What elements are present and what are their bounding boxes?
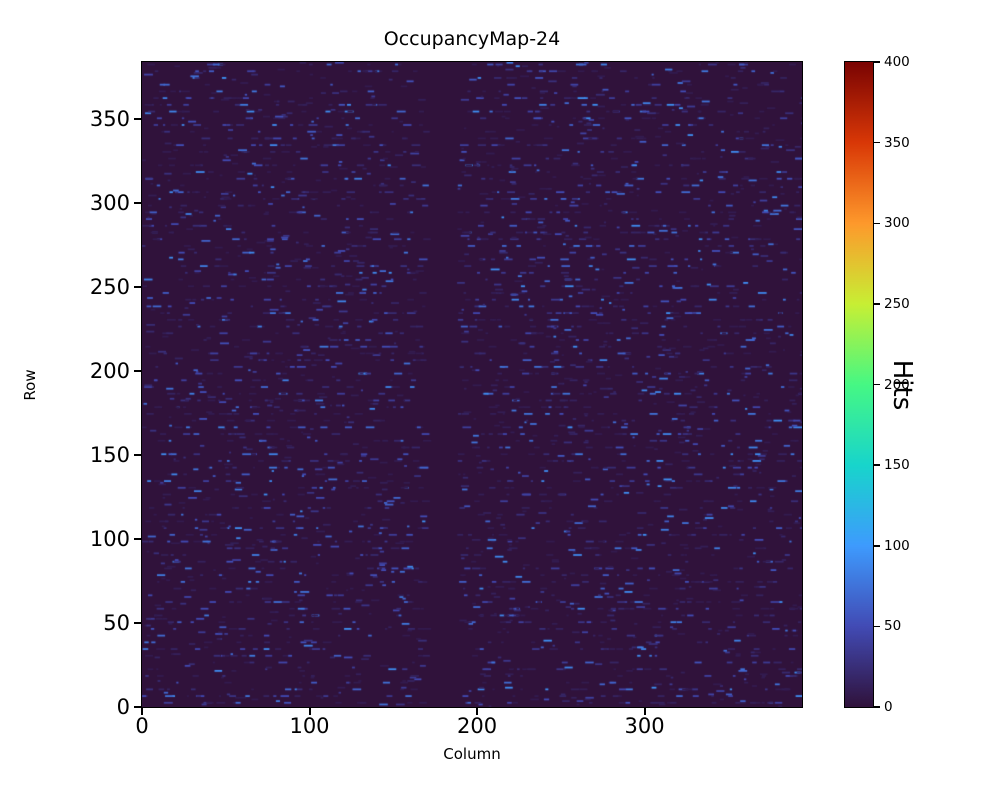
y-tick-mark bbox=[134, 454, 141, 457]
y-tick-mark bbox=[134, 286, 141, 289]
x-tick-label: 0 bbox=[135, 714, 149, 738]
y-tick-label: 50 bbox=[103, 611, 130, 636]
x-tick-label: 300 bbox=[624, 714, 665, 738]
colorbar-tick-label: 50 bbox=[884, 618, 902, 635]
colorbar-tick-mark bbox=[874, 303, 880, 305]
y-tick-label: 250 bbox=[89, 275, 130, 300]
colorbar-tick-mark bbox=[874, 61, 880, 63]
x-tick-mark bbox=[476, 708, 479, 715]
colorbar-tick-label: 300 bbox=[884, 215, 910, 232]
x-axis-label: Column bbox=[443, 745, 501, 763]
colorbar-tick-label: 150 bbox=[884, 457, 910, 474]
colorbar-tick-mark bbox=[874, 222, 880, 224]
y-tick-label: 300 bbox=[89, 191, 130, 216]
colorbar-tick-label: 200 bbox=[884, 376, 910, 393]
heatmap-plot bbox=[141, 61, 803, 708]
colorbar-tick-mark bbox=[874, 383, 880, 386]
x-tick-mark bbox=[308, 708, 311, 715]
colorbar-tick-mark bbox=[874, 464, 880, 466]
y-tick-mark bbox=[134, 706, 141, 708]
y-tick-label: 0 bbox=[116, 695, 130, 719]
x-tick-label: 100 bbox=[289, 714, 330, 738]
y-axis-label: Row bbox=[21, 369, 39, 401]
colorbar-tick-mark bbox=[874, 625, 880, 628]
colorbar-tick-mark bbox=[874, 545, 880, 547]
x-tick-mark bbox=[643, 708, 646, 715]
colorbar-tick-label: 250 bbox=[884, 295, 910, 312]
x-tick-label: 200 bbox=[456, 714, 498, 738]
y-tick-mark bbox=[134, 370, 141, 373]
y-tick-mark bbox=[134, 622, 141, 625]
chart-title: OccupancyMap-24 bbox=[383, 28, 561, 50]
colorbar-tick-mark bbox=[874, 141, 880, 144]
y-tick-label: 100 bbox=[89, 527, 130, 552]
y-tick-label: 350 bbox=[89, 107, 130, 132]
y-tick-label: 200 bbox=[89, 359, 130, 384]
colorbar-tick-label: 0 bbox=[884, 699, 893, 715]
colorbar-tick-label: 100 bbox=[884, 537, 910, 554]
colorbar-tick-label: 400 bbox=[884, 54, 910, 70]
colorbar bbox=[844, 61, 874, 708]
colorbar-tick-label: 350 bbox=[884, 134, 910, 151]
y-tick-label: 150 bbox=[89, 443, 130, 468]
y-tick-mark bbox=[134, 118, 141, 121]
x-tick-mark bbox=[141, 708, 143, 715]
y-tick-mark bbox=[134, 202, 141, 205]
y-tick-mark bbox=[134, 538, 141, 541]
colorbar-tick-mark bbox=[874, 706, 880, 708]
